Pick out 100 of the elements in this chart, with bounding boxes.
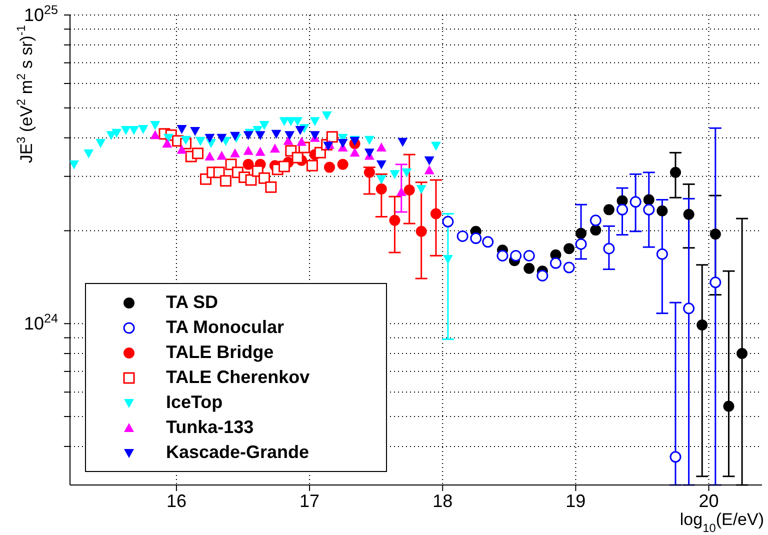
point	[442, 216, 454, 228]
point	[176, 125, 187, 134]
point	[376, 184, 387, 195]
point	[243, 131, 254, 140]
point	[242, 158, 254, 170]
point	[430, 208, 442, 220]
point	[292, 117, 303, 126]
point	[575, 238, 587, 250]
point	[442, 254, 453, 264]
point	[603, 204, 614, 216]
point	[470, 232, 482, 244]
point	[324, 162, 335, 173]
point	[670, 451, 682, 463]
point	[213, 166, 225, 178]
point	[295, 126, 306, 136]
point	[296, 136, 307, 146]
point	[245, 174, 257, 186]
point	[255, 146, 266, 156]
point	[710, 228, 721, 240]
point	[656, 205, 668, 216]
point	[616, 204, 628, 216]
point	[736, 348, 748, 360]
x-tick-label: 18	[432, 491, 453, 511]
legend-label: Kascade-Grande	[166, 442, 310, 463]
x-tick-label: 19	[566, 491, 586, 511]
point	[430, 142, 441, 151]
point	[230, 148, 240, 158]
point	[590, 214, 602, 226]
point	[192, 148, 204, 160]
point	[510, 250, 522, 262]
point	[376, 142, 386, 152]
point	[524, 262, 535, 274]
point	[258, 172, 270, 184]
point	[310, 117, 320, 126]
point	[670, 166, 681, 178]
point	[683, 208, 694, 220]
point	[128, 126, 139, 136]
point	[271, 130, 282, 139]
point	[284, 131, 295, 140]
point	[70, 160, 79, 170]
point	[176, 144, 187, 154]
point	[255, 131, 266, 140]
point	[523, 250, 535, 262]
point	[120, 126, 131, 136]
y-tick-label: 10$^{24}$	[24, 312, 58, 334]
point	[536, 270, 548, 282]
point	[710, 276, 722, 288]
point	[322, 111, 332, 120]
point	[424, 156, 434, 166]
point	[306, 160, 318, 172]
point	[326, 131, 338, 143]
point	[243, 146, 254, 155]
point	[390, 170, 400, 180]
point	[204, 134, 215, 143]
point	[292, 152, 304, 164]
point	[576, 228, 587, 239]
point	[603, 242, 615, 254]
point	[416, 185, 426, 194]
x-tick-label: 17	[300, 491, 320, 511]
point	[643, 194, 654, 206]
point	[96, 138, 106, 148]
point	[216, 150, 227, 160]
legend-label: Tunka-133	[166, 417, 254, 438]
point	[270, 144, 280, 153]
point	[220, 175, 232, 187]
point	[404, 184, 415, 196]
point	[389, 214, 400, 226]
point	[376, 160, 386, 170]
legend-label: IceTop	[166, 392, 223, 413]
point	[180, 136, 191, 145]
x-tick-label: 16	[166, 491, 186, 511]
point	[162, 138, 172, 148]
point	[376, 175, 386, 184]
point	[564, 243, 575, 254]
point	[424, 165, 434, 174]
point	[204, 151, 215, 160]
legend-label: TA SD	[166, 292, 218, 313]
point	[278, 160, 290, 172]
legend-label: TA Monocular	[166, 317, 284, 338]
point	[337, 158, 348, 170]
point	[550, 257, 562, 269]
point	[283, 136, 294, 145]
point	[723, 400, 734, 412]
point	[84, 149, 94, 158]
y-tick-label: 10$^{25}$	[24, 3, 58, 25]
point	[696, 319, 708, 330]
point	[364, 136, 374, 145]
point	[259, 121, 270, 130]
point	[398, 138, 408, 147]
point	[338, 138, 348, 148]
point	[112, 128, 122, 138]
point	[195, 136, 206, 146]
point	[216, 134, 227, 143]
point	[265, 181, 277, 193]
point	[190, 126, 200, 136]
point	[396, 186, 406, 196]
legend-label: TALE Bridge	[166, 342, 274, 363]
point	[643, 204, 655, 216]
point	[656, 248, 668, 260]
point	[364, 166, 375, 178]
